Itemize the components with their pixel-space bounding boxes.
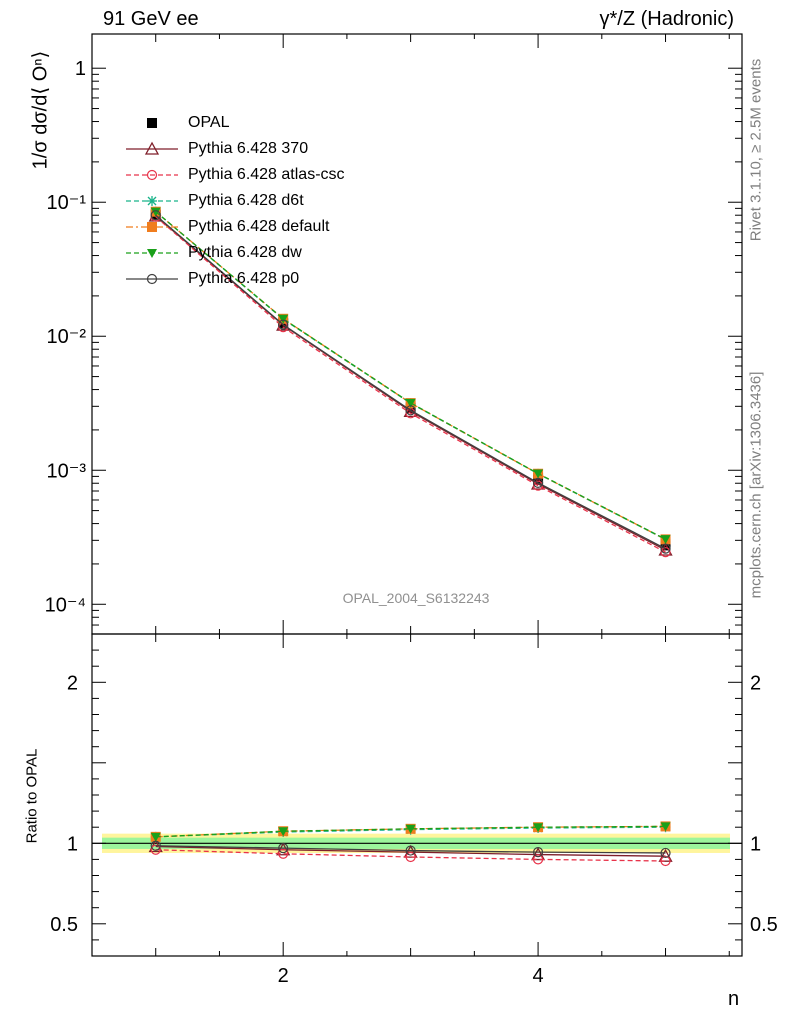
ratio-point-1-2 xyxy=(405,851,416,863)
main-point-6-2 xyxy=(405,405,416,416)
main-series-line-5 xyxy=(155,211,666,540)
main-point-5-3 xyxy=(533,469,544,479)
ratio-point-0-2 xyxy=(403,844,418,858)
ratio-point-4-4 xyxy=(660,822,671,832)
ratio-point-1-3 xyxy=(532,854,544,865)
ratio-point-0-1 xyxy=(276,842,291,856)
ratio-point-1-1 xyxy=(278,848,289,859)
main-point-0-4 xyxy=(660,540,671,551)
legend-item: Pythia 6.428 atlas-csc xyxy=(122,162,345,188)
ratio-axis-label: Ratio to OPAL xyxy=(23,748,41,844)
legend-marker-0 xyxy=(147,118,157,128)
ratio-series-line-5 xyxy=(155,845,666,854)
x-tick-label-1: 4 xyxy=(533,965,544,987)
legend-swatch xyxy=(147,118,157,128)
ratio-point-4-1 xyxy=(278,827,289,837)
main-series-lines xyxy=(148,206,673,558)
ratio-point-5-1 xyxy=(278,843,289,854)
main-point-6-4 xyxy=(660,543,671,554)
y-tick-label-0: 1 xyxy=(75,58,86,80)
legend-swatch xyxy=(126,273,178,285)
analysis-watermark: OPAL_2004_S6132243 xyxy=(342,590,490,606)
ratio-tick-label-right-0: 0.5 xyxy=(750,914,778,936)
ratio-tick-label-left-0: 0.5 xyxy=(50,914,78,936)
main-point-5-0 xyxy=(150,207,161,217)
axes: 2 4 1 10⁻¹ 10⁻² 10⁻³ 10⁻⁴ 0.5 0.5 1 1 2 2 xyxy=(45,33,778,987)
legend-marker-2 xyxy=(146,169,158,181)
legend-label: Pythia 6.428 atlas-csc xyxy=(188,166,345,183)
legend-item: OPAL xyxy=(122,110,345,136)
ratio-point-0-4 xyxy=(658,848,673,862)
ratio-tick-label-left-2: 2 xyxy=(67,672,78,694)
legend-marker-4 xyxy=(147,222,157,232)
main-series-line-6 xyxy=(155,214,666,550)
legend-label: OPAL xyxy=(188,114,230,131)
y-tick-label-1: 10⁻¹ xyxy=(47,192,87,214)
legend-item: Pythia 6.428 p0 xyxy=(122,266,345,292)
legend-swatch xyxy=(126,222,178,232)
ratio-tick-label-right-1: 1 xyxy=(750,833,761,855)
x-axis-label: n xyxy=(728,988,740,1010)
ratio-point-5-0 xyxy=(150,840,161,851)
legend-marker-1 xyxy=(144,141,160,155)
rivet-label: Rivet 3.1.10, ≥ 2.5M events xyxy=(747,58,765,242)
main-point-6-3 xyxy=(532,477,544,488)
ratio-point-4-0 xyxy=(150,832,161,842)
legend-label: Pythia 6.428 p0 xyxy=(188,270,300,287)
process-label: γ*/Z (Hadronic) xyxy=(599,8,734,30)
y-tick-label-2: 10⁻² xyxy=(47,326,87,348)
main-point-0-3 xyxy=(533,474,544,485)
ratio-point-5-3 xyxy=(532,847,544,858)
legend-swatch xyxy=(126,141,178,155)
main-point-1-4 xyxy=(658,542,673,556)
ratio-series-line-2 xyxy=(155,826,666,838)
ratio-series-line-1 xyxy=(155,849,666,862)
ratio-point-0-3 xyxy=(530,847,546,861)
ratio-point-4-2 xyxy=(405,824,416,834)
ratio-series-line-4 xyxy=(155,825,666,838)
ratio-point-1-0 xyxy=(150,844,161,855)
source-label: mcplots.cern.ch [arXiv:1306.3436] xyxy=(747,371,765,599)
ratio-point-1-4 xyxy=(660,855,671,867)
energy-label: 91 GeV ee xyxy=(103,8,199,30)
legend-swatch xyxy=(126,196,178,206)
main-point-1-2 xyxy=(403,404,418,418)
legend: OPAL Pythia 6.428 370 Pythia 6.428 atlas-c… xyxy=(122,110,345,292)
legend-marker-5 xyxy=(147,249,157,258)
ratio-frame xyxy=(91,633,743,957)
legend-label: Pythia 6.428 dw xyxy=(188,244,302,261)
y-tick-label-4: 10⁻⁴ xyxy=(45,594,86,616)
main-point-6-0 xyxy=(150,210,161,221)
ratio-point-4-3 xyxy=(533,823,544,833)
legend-label: Pythia 6.428 default xyxy=(188,218,330,235)
main-point-2-4 xyxy=(660,547,671,558)
main-point-5-4 xyxy=(660,535,671,545)
legend-item: Pythia 6.428 dw xyxy=(122,240,345,266)
legend-swatch xyxy=(126,249,178,258)
legend-swatch xyxy=(126,169,178,181)
ratio-tick-label-left-1: 1 xyxy=(67,833,78,855)
main-point-6-1 xyxy=(278,319,289,330)
legend-marker-6 xyxy=(146,273,158,285)
ratio-tick-label-right-2: 2 xyxy=(750,672,761,694)
main-point-5-2 xyxy=(405,398,416,408)
legend-label: Pythia 6.428 d6t xyxy=(188,192,304,209)
main-point-5-1 xyxy=(278,314,289,324)
ratio-series-lines xyxy=(148,821,673,867)
legend-item: Pythia 6.428 d6t xyxy=(122,188,345,214)
y-axis-label: 1/σ dσ/d⟨ Oⁿ⟩ xyxy=(29,50,52,170)
main-series-line-2 xyxy=(155,216,666,553)
legend-item: Pythia 6.428 default xyxy=(122,214,345,240)
legend-item: Pythia 6.428 370 xyxy=(122,136,345,162)
y-tick-label-3: 10⁻³ xyxy=(47,460,87,482)
legend-label: Pythia 6.428 370 xyxy=(188,140,309,157)
legend-marker-3 xyxy=(147,196,157,206)
ratio-point-5-2 xyxy=(405,845,416,856)
ratio-point-5-4 xyxy=(660,847,671,859)
x-tick-label-0: 2 xyxy=(278,965,289,987)
